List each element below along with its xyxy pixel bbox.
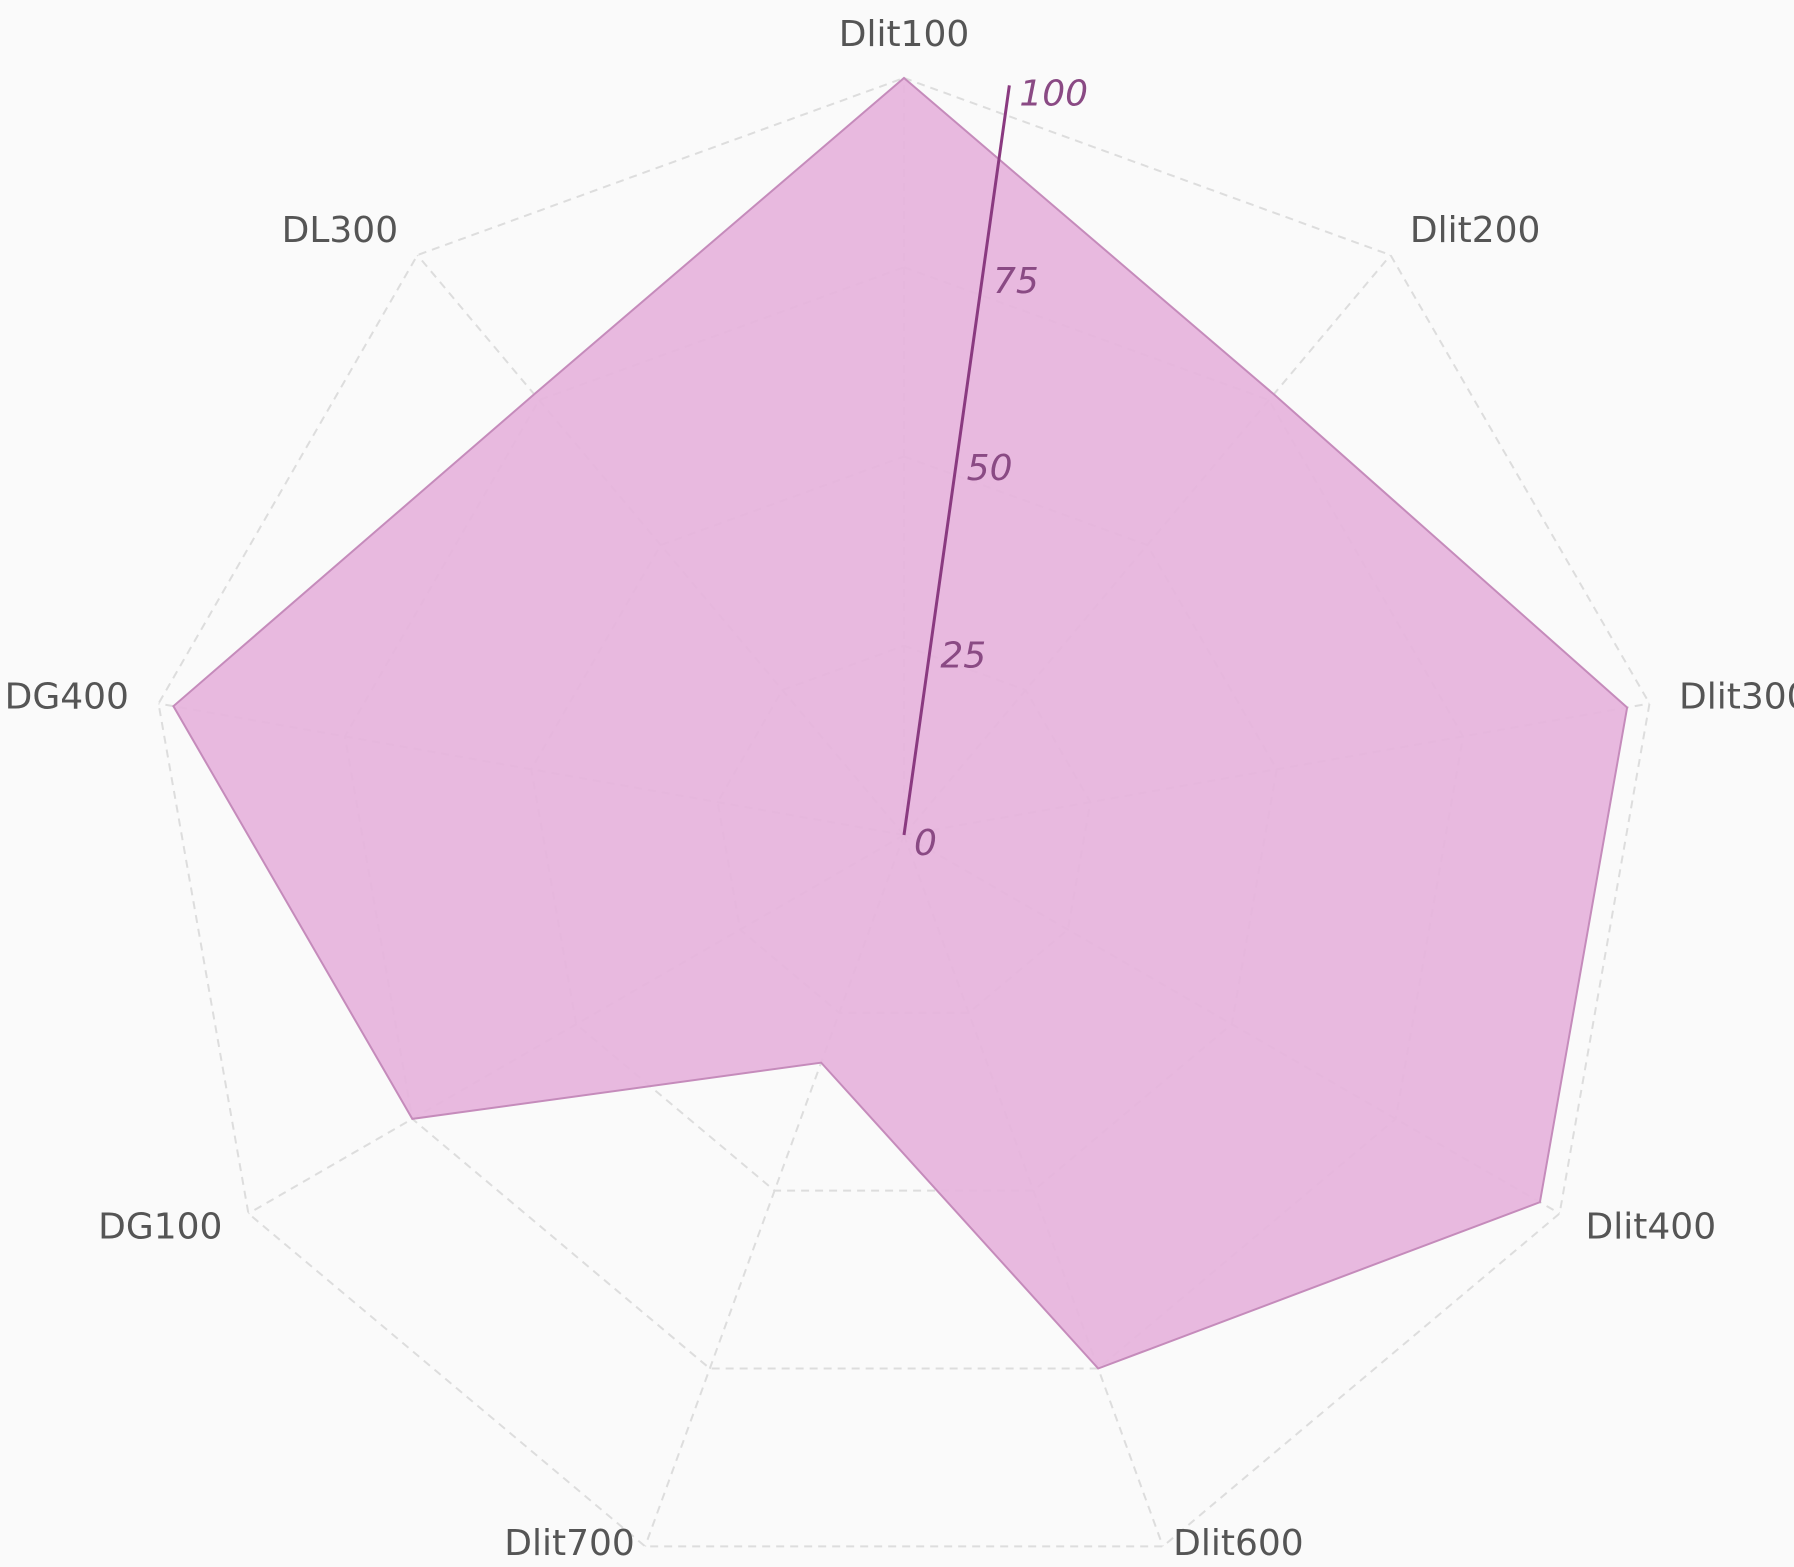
r-tick-label: 100 — [1019, 73, 1088, 114]
category-label: Dlit400 — [1586, 1207, 1717, 1248]
radial-axis — [902, 85, 1011, 836]
category-label: Dlit600 — [1173, 1523, 1304, 1564]
r-tick-label: 0 — [914, 823, 937, 864]
category-label: Dlit100 — [839, 14, 970, 55]
r-tick-label: 25 — [940, 636, 986, 677]
grid-ring — [530, 455, 1278, 1192]
r-tick-label: 75 — [993, 261, 1039, 302]
r-tick-label: 50 — [967, 448, 1013, 489]
category-label: DG100 — [98, 1207, 222, 1248]
category-label: DG400 — [5, 676, 129, 717]
category-label: DL300 — [282, 210, 399, 251]
grid-ring — [157, 76, 1651, 1548]
category-label: Dlit700 — [504, 1523, 635, 1564]
radar-area — [172, 76, 1629, 1370]
category-label: Dlit300 — [1679, 676, 1794, 717]
category-label: Dlit200 — [1410, 210, 1541, 251]
